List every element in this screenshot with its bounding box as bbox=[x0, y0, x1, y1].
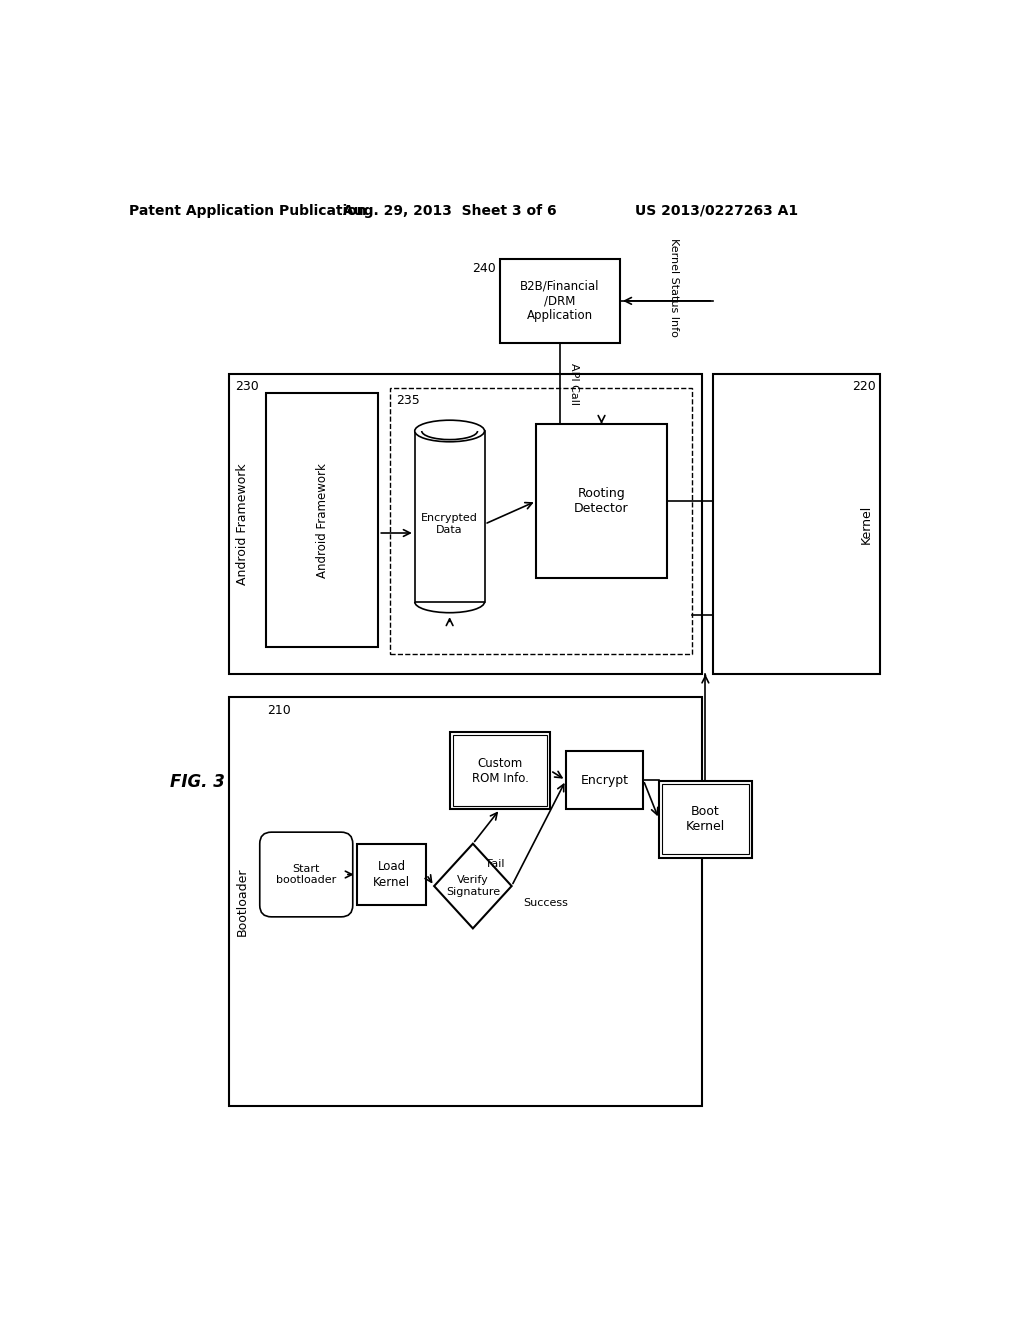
Polygon shape bbox=[434, 843, 512, 928]
Bar bbox=[450, 733, 550, 809]
Bar bbox=[266, 393, 378, 647]
Bar bbox=[415, 432, 484, 602]
Bar bbox=[658, 780, 752, 858]
FancyBboxPatch shape bbox=[260, 832, 352, 917]
Bar bbox=[662, 784, 749, 854]
Text: B2B/Financial
/DRM
Application: B2B/Financial /DRM Application bbox=[520, 280, 600, 322]
Text: Fail: Fail bbox=[486, 859, 505, 869]
Text: Rooting
Detector: Rooting Detector bbox=[574, 487, 629, 515]
Text: Custom
ROM Info.: Custom ROM Info. bbox=[472, 756, 528, 784]
Text: Kernel: Kernel bbox=[859, 504, 872, 544]
Text: 230: 230 bbox=[234, 380, 259, 393]
Bar bbox=[356, 843, 426, 906]
Text: Load
Kernel: Load Kernel bbox=[373, 861, 410, 888]
Bar bbox=[228, 697, 701, 1106]
Text: Patent Application Publication: Patent Application Publication bbox=[129, 203, 367, 218]
Text: API Call: API Call bbox=[569, 363, 579, 405]
Text: FIG. 3: FIG. 3 bbox=[170, 774, 225, 791]
Bar bbox=[390, 388, 692, 653]
Text: Android Framework: Android Framework bbox=[315, 463, 329, 578]
Ellipse shape bbox=[415, 420, 484, 442]
Text: US 2013/0227263 A1: US 2013/0227263 A1 bbox=[636, 203, 799, 218]
Bar bbox=[537, 424, 667, 578]
Text: Android Framework: Android Framework bbox=[237, 463, 249, 585]
Text: Start
bootloader: Start bootloader bbox=[276, 863, 336, 886]
Bar bbox=[566, 751, 643, 809]
Text: 220: 220 bbox=[852, 380, 876, 393]
Text: 240: 240 bbox=[472, 263, 496, 276]
Bar bbox=[453, 735, 547, 807]
Bar bbox=[713, 374, 880, 675]
Text: Success: Success bbox=[523, 898, 568, 908]
Text: Boot
Kernel: Boot Kernel bbox=[686, 805, 725, 833]
Text: Kernel Status Info: Kernel Status Info bbox=[670, 238, 679, 337]
Text: Encrypted
Data: Encrypted Data bbox=[421, 513, 478, 535]
Text: Encrypt: Encrypt bbox=[581, 774, 629, 787]
Text: Bootloader: Bootloader bbox=[237, 867, 249, 936]
Text: Verify
Signature: Verify Signature bbox=[445, 875, 500, 896]
Bar bbox=[500, 259, 621, 343]
Text: Aug. 29, 2013  Sheet 3 of 6: Aug. 29, 2013 Sheet 3 of 6 bbox=[343, 203, 556, 218]
Text: 235: 235 bbox=[396, 395, 420, 407]
Text: 210: 210 bbox=[267, 704, 291, 717]
Bar bbox=[228, 374, 701, 675]
